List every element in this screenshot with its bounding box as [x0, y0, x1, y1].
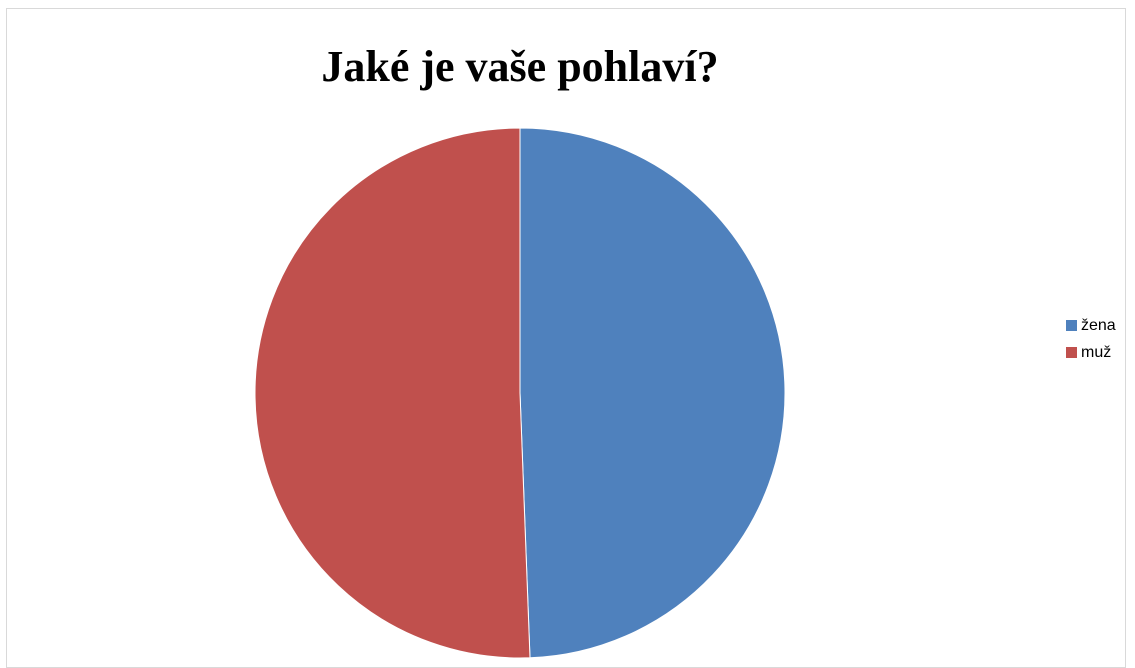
legend-swatch	[1066, 320, 1077, 331]
legend-label: muž	[1081, 343, 1112, 361]
chart-title: Jaké je vaše pohlaví?	[321, 42, 719, 91]
pie-slice-0	[519, 127, 786, 659]
legend-swatch	[1066, 347, 1077, 358]
legend-item: žena	[1066, 312, 1116, 339]
chart-legend: žena muž	[1066, 312, 1116, 366]
pie-slice-1	[254, 127, 531, 659]
legend-item: muž	[1066, 339, 1116, 366]
legend-label: žena	[1081, 316, 1116, 334]
